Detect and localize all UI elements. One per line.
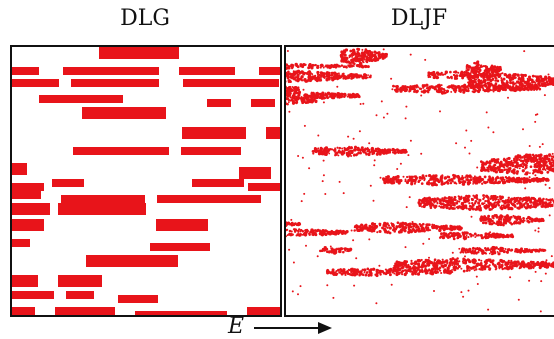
dljf-snapshot: [284, 45, 554, 317]
dlg-lattice-snapshot: [10, 45, 282, 317]
field-direction-arrow-icon: [254, 322, 332, 334]
dljf-pattern: [286, 47, 554, 313]
panel-title-dljf: DLJF: [390, 6, 448, 31]
panel-title-dlg: DLG: [120, 6, 170, 31]
dlg-pattern: [12, 47, 280, 315]
field-label: E: [228, 314, 245, 339]
